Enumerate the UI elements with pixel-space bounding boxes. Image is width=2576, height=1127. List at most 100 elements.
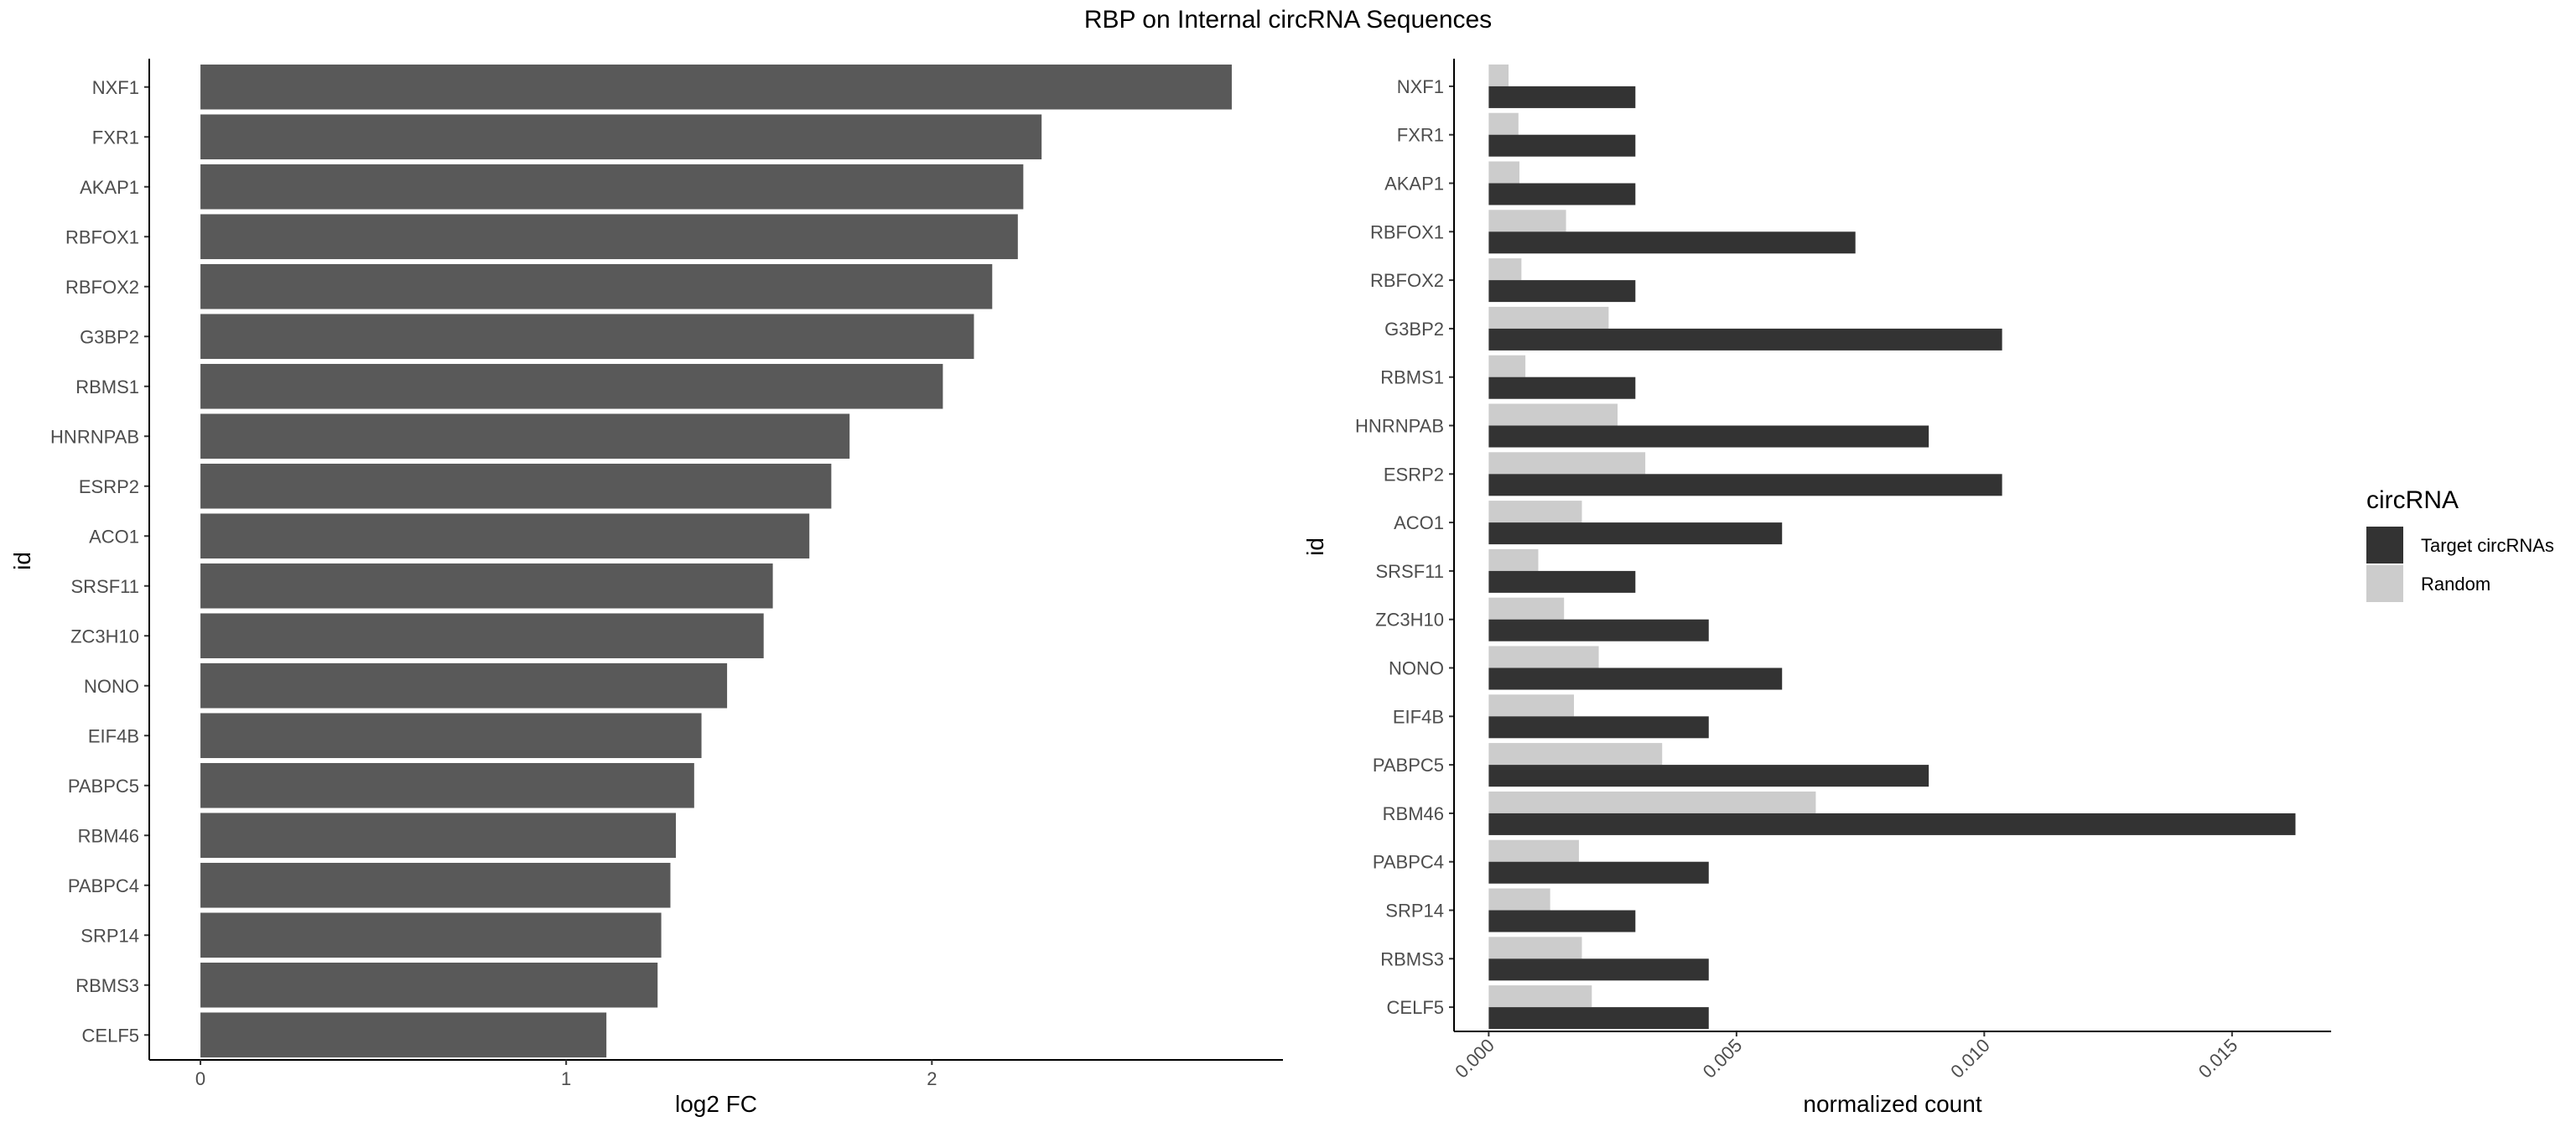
y-tick-label: RBMS1 (1380, 367, 1444, 388)
bar-target (1488, 280, 1636, 303)
bar (200, 912, 662, 958)
y-tick-label: PABPC5 (1373, 755, 1444, 776)
y-tick-label: CELF5 (1387, 997, 1444, 1018)
x-tick-label: 1 (561, 1068, 571, 1089)
bar-target (1488, 183, 1636, 205)
bar (200, 314, 974, 360)
y-tick-label: HNRNPAB (1355, 416, 1444, 437)
y-tick-label: FXR1 (1397, 125, 1444, 146)
bar (200, 862, 671, 908)
y-tick-label: AKAP1 (1384, 174, 1444, 195)
bar-random (1488, 985, 1592, 1008)
y-tick-label: HNRNPAB (50, 426, 139, 447)
bar-target (1488, 474, 2002, 496)
y-tick-label: PABPC4 (1373, 852, 1444, 873)
figure-title: RBP on Internal circRNA Sequences (1084, 6, 1492, 34)
bar-target (1488, 861, 1709, 884)
bar (200, 613, 764, 659)
bar (200, 563, 773, 609)
bar-target (1488, 958, 1709, 981)
x-tick-label: 0.015 (2194, 1035, 2242, 1083)
x-axis-title: log2 FC (675, 1091, 757, 1117)
bar-random (1488, 791, 1816, 813)
bar (200, 813, 677, 859)
y-tick-label: RBM46 (78, 825, 139, 846)
bar-target (1488, 328, 2002, 351)
x-tick-label: 2 (927, 1068, 937, 1089)
bar-random (1488, 210, 1566, 232)
y-tick-label: ACO1 (89, 526, 139, 547)
bar (200, 413, 850, 460)
bar (200, 513, 810, 559)
x-axis-title: normalized count (1803, 1091, 1981, 1117)
bar-target (1488, 231, 1856, 254)
y-tick-label: ACO1 (1394, 512, 1444, 533)
legend-key-target (2366, 527, 2403, 564)
y-tick-label: G3BP2 (80, 326, 139, 347)
bar-random (1488, 64, 1509, 86)
x-tick-label: 0.010 (1946, 1035, 1994, 1083)
y-tick-label: PABPC5 (68, 776, 139, 797)
legend-label-random: Random (2421, 574, 2490, 595)
y-tick-label: NONO (84, 676, 139, 697)
y-tick-label: NXF1 (1397, 76, 1444, 97)
bar-target (1488, 522, 1783, 545)
bar-random (1488, 306, 1609, 329)
y-tick-label: CELF5 (82, 1025, 139, 1046)
y-tick-label: RBMS3 (75, 975, 139, 996)
y-tick-label: NXF1 (92, 77, 139, 98)
y-tick-label: RBM46 (1383, 803, 1444, 824)
bar-random (1488, 646, 1599, 668)
bar-random (1488, 694, 1575, 717)
bar-random (1488, 937, 1582, 959)
bar (200, 713, 702, 759)
bar-target (1488, 134, 1636, 157)
bar (200, 64, 1232, 110)
x-tick-label: 0 (195, 1068, 205, 1089)
y-tick-label: SRP14 (1385, 901, 1444, 922)
y-tick-label: SRSF11 (1375, 561, 1444, 582)
y-tick-label: SRSF11 (70, 576, 139, 597)
y-tick-label: RBMS1 (75, 377, 139, 397)
x-tick-label: 0.005 (1699, 1035, 1747, 1083)
bar-target (1488, 813, 2296, 835)
bar-random (1488, 403, 1618, 426)
y-tick-label: FXR1 (92, 127, 139, 148)
bar-target (1488, 765, 1929, 787)
bar-target (1488, 570, 1636, 593)
y-axis-title: id (1302, 538, 1328, 556)
bar-target (1488, 86, 1636, 108)
y-tick-label: PABPC4 (68, 875, 139, 896)
bar-random (1488, 452, 1646, 475)
bar-random (1488, 548, 1539, 571)
y-tick-label: G3BP2 (1384, 319, 1444, 340)
bar-random (1488, 112, 1519, 135)
bar-random (1488, 888, 1550, 911)
bar-target (1488, 910, 1636, 932)
bar (200, 114, 1042, 160)
y-tick-label: AKAP1 (80, 177, 139, 198)
bar-target (1488, 667, 1783, 690)
legend-label-target: Target circRNAs (2421, 535, 2554, 556)
bar (200, 164, 1024, 210)
y-tick-label: EIF4B (1393, 706, 1444, 727)
legend-key-random (2366, 565, 2403, 602)
y-tick-label: RBFOX1 (65, 226, 139, 247)
y-tick-label: ESRP2 (1384, 464, 1444, 485)
bar-target (1488, 716, 1709, 739)
bar (200, 463, 832, 509)
y-tick-label: ZC3H10 (1375, 610, 1444, 631)
bar-target (1488, 425, 1929, 448)
bar (200, 1012, 607, 1058)
y-tick-label: RBFOX1 (1370, 221, 1444, 242)
bar-random (1488, 839, 1579, 862)
bar (200, 962, 658, 1008)
bar (200, 263, 993, 309)
bar-random (1488, 501, 1582, 523)
bar-random (1488, 743, 1663, 766)
y-tick-label: ESRP2 (79, 476, 139, 497)
y-tick-label: ZC3H10 (70, 626, 139, 647)
legend: circRNA Target circRNAs Random (2366, 486, 2554, 602)
bar (200, 363, 943, 409)
